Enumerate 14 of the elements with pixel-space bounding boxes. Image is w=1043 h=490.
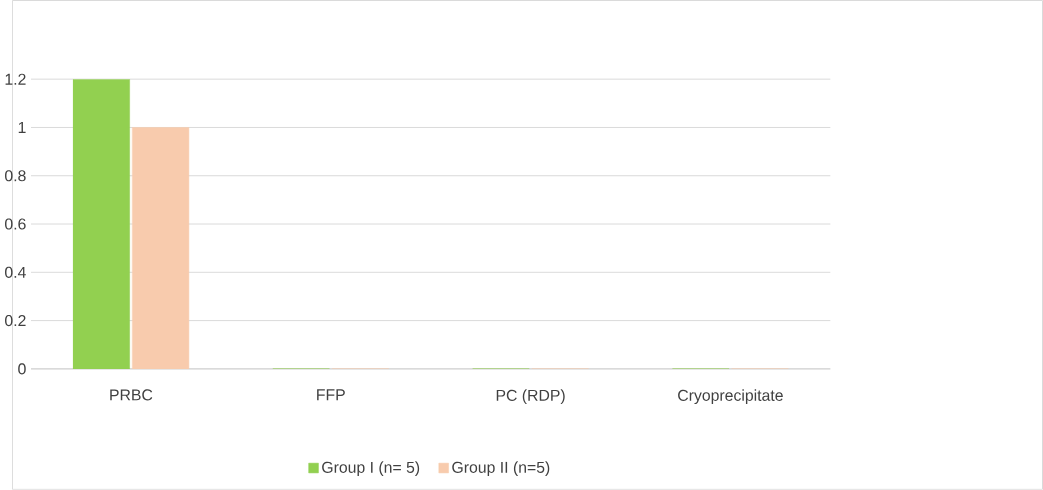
y-tick-label: 0.6 — [5, 218, 26, 230]
y-tick-label: 0.2 — [5, 315, 26, 327]
x-tick-label: PRBC — [110, 389, 153, 401]
x-tick-label: FFP — [317, 389, 345, 401]
legend-label: Group I (n= 5) — [322, 461, 420, 477]
y-tick-label: 0.8 — [5, 170, 26, 182]
legend-label: Group II (n=5) — [452, 461, 550, 477]
x-tick-label: Cryoprecipitate — [678, 389, 783, 405]
y-tick-label: 0.4 — [5, 266, 26, 278]
y-tick-label: 1.2 — [5, 73, 26, 85]
y-tick-label: 0 — [18, 363, 26, 375]
x-tick-label: PC (RDP) — [496, 389, 565, 405]
y-tick-label: 1 — [18, 122, 26, 133]
bar — [72, 79, 130, 369]
